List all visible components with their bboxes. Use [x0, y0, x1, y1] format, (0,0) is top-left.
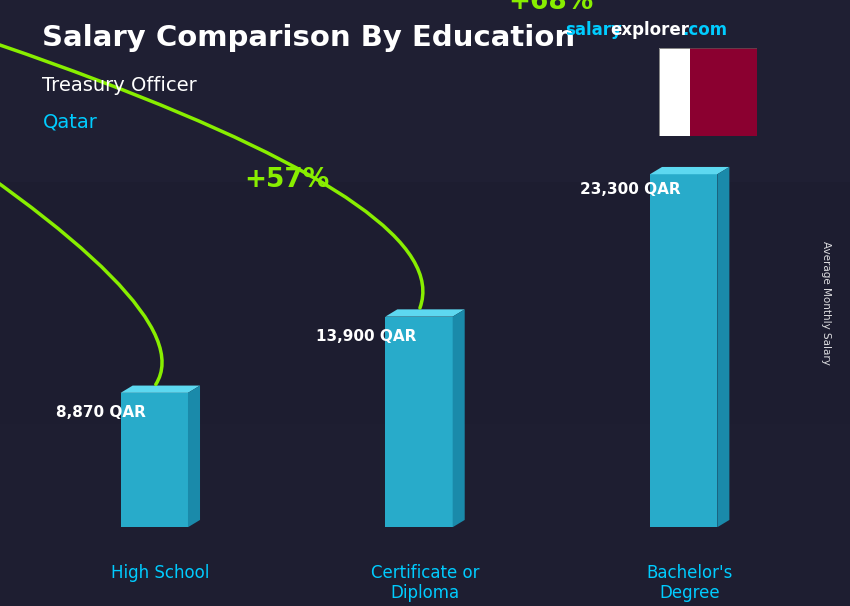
Text: .com: .com — [683, 21, 728, 39]
Polygon shape — [690, 117, 704, 127]
Text: Bachelor's
Degree: Bachelor's Degree — [647, 564, 733, 602]
Text: 23,300 QAR: 23,300 QAR — [581, 182, 681, 197]
Polygon shape — [659, 48, 690, 136]
Text: Average Monthly Salary: Average Monthly Salary — [821, 241, 831, 365]
Polygon shape — [385, 316, 453, 527]
Text: salary: salary — [565, 21, 622, 39]
Polygon shape — [385, 309, 465, 316]
Text: Qatar: Qatar — [42, 112, 98, 131]
Polygon shape — [690, 58, 704, 68]
Polygon shape — [659, 48, 756, 136]
Polygon shape — [690, 98, 704, 107]
Text: 13,900 QAR: 13,900 QAR — [316, 329, 416, 344]
Text: explorer: explorer — [610, 21, 689, 39]
Polygon shape — [690, 107, 704, 117]
Text: Salary Comparison By Education: Salary Comparison By Education — [42, 24, 575, 52]
Polygon shape — [717, 167, 729, 527]
Text: High School: High School — [111, 564, 209, 582]
Text: 8,870 QAR: 8,870 QAR — [56, 405, 146, 420]
Polygon shape — [188, 385, 200, 527]
Polygon shape — [690, 87, 704, 98]
Polygon shape — [121, 393, 188, 527]
Polygon shape — [650, 175, 717, 527]
Polygon shape — [650, 167, 729, 175]
Polygon shape — [690, 127, 704, 136]
Polygon shape — [690, 68, 704, 78]
Text: +57%: +57% — [244, 167, 329, 193]
Text: Certificate or
Diploma: Certificate or Diploma — [371, 564, 479, 602]
Polygon shape — [690, 78, 704, 87]
Polygon shape — [690, 48, 704, 58]
Text: Treasury Officer: Treasury Officer — [42, 76, 197, 95]
Polygon shape — [453, 309, 465, 527]
Polygon shape — [121, 385, 200, 393]
Text: +68%: +68% — [508, 0, 594, 15]
